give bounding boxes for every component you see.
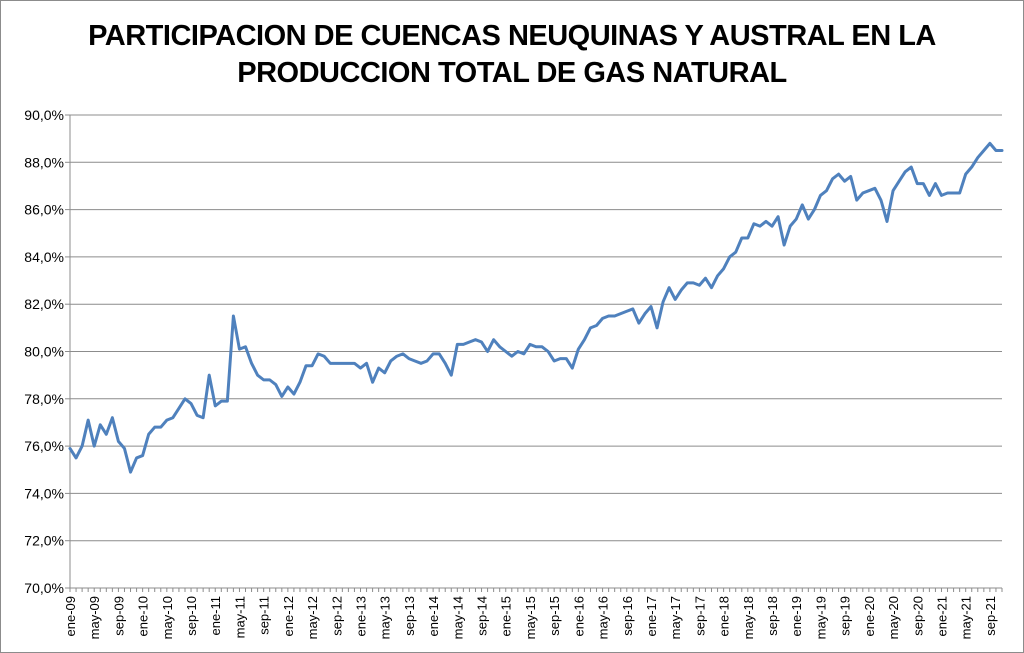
x-tick-label: may-16 bbox=[596, 596, 611, 639]
x-tick-label: sep-12 bbox=[329, 596, 344, 636]
y-tick-label: 82,0% bbox=[24, 296, 64, 312]
y-tick-label: 74,0% bbox=[24, 485, 64, 501]
series-group bbox=[68, 141, 1004, 474]
axes bbox=[65, 114, 1003, 592]
x-tick-label: sep-13 bbox=[402, 596, 417, 636]
x-tick-label: may-10 bbox=[160, 596, 175, 639]
x-tick-label: sep-15 bbox=[547, 596, 562, 636]
x-tick-label: ene-14 bbox=[426, 596, 441, 636]
chart-title-line-2: PRODUCCION TOTAL DE GAS NATURAL bbox=[237, 57, 787, 89]
chart-title-line-1: PARTICIPACION DE CUENCAS NEUQUINAS Y AUS… bbox=[88, 20, 936, 52]
x-tick-label: ene-15 bbox=[499, 596, 514, 636]
y-tick-label: 88,0% bbox=[24, 154, 64, 170]
y-tick-label: 70,0% bbox=[24, 580, 64, 596]
x-axis-tick-labels: ene-09 may-09 sep-09 ene-10 may-10 sep-10 ene-… bbox=[63, 596, 998, 639]
x-tick-label: sep-19 bbox=[838, 596, 853, 636]
x-tick-label: may-17 bbox=[668, 596, 683, 639]
x-tick-label: may-19 bbox=[813, 596, 828, 639]
x-tick-label: may-13 bbox=[378, 596, 393, 639]
x-tick-label: sep-17 bbox=[692, 596, 707, 636]
x-tick-label: ene-09 bbox=[63, 596, 78, 636]
x-tick-label: ene-11 bbox=[208, 596, 223, 636]
x-tick-label: ene-10 bbox=[136, 596, 151, 636]
x-tick-label: sep-20 bbox=[910, 596, 925, 636]
x-tick-label: may-15 bbox=[523, 596, 538, 639]
x-tick-label: ene-16 bbox=[571, 596, 586, 636]
x-tick-label: may-12 bbox=[305, 596, 320, 639]
x-tick-label: sep-11 bbox=[257, 596, 272, 635]
x-tick-label: sep-21 bbox=[983, 596, 998, 636]
x-tick-label: may-14 bbox=[450, 596, 465, 639]
x-tick-label: may-18 bbox=[741, 596, 756, 639]
y-axis-tick-labels: 70,0% 72,0% 74,0% 76,0% 78,0% 80,0% 82,0% 84,0%… bbox=[24, 107, 64, 596]
y-tick-label: 90,0% bbox=[24, 107, 64, 123]
y-tick-label: 86,0% bbox=[24, 202, 64, 218]
chart-title: PARTICIPACION DE CUENCAS NEUQUINAS Y AUS… bbox=[0, 18, 1024, 92]
x-tick-label: ene-17 bbox=[644, 596, 659, 636]
x-tick-label: may-20 bbox=[886, 596, 901, 639]
x-tick-label: may-11 bbox=[232, 596, 247, 638]
x-tick-label: may-09 bbox=[87, 596, 102, 639]
x-tick-label: ene-21 bbox=[934, 596, 949, 636]
x-tick-label: sep-14 bbox=[475, 596, 490, 636]
x-tick-label: sep-10 bbox=[184, 596, 199, 636]
y-tick-label: 76,0% bbox=[24, 438, 64, 454]
x-tick-label: ene-20 bbox=[862, 596, 877, 636]
x-tick-label: ene-12 bbox=[281, 596, 296, 636]
x-tick-label: sep-16 bbox=[620, 596, 635, 636]
x-tick-label: may-21 bbox=[959, 596, 974, 639]
y-tick-label: 78,0% bbox=[24, 391, 64, 407]
series-line bbox=[68, 141, 1004, 474]
x-tick-label: sep-18 bbox=[765, 596, 780, 636]
y-tick-label: 84,0% bbox=[24, 249, 64, 265]
x-tick-label: ene-13 bbox=[353, 596, 368, 636]
x-tick-label: ene-18 bbox=[717, 596, 732, 636]
y-tick-label: 80,0% bbox=[24, 344, 64, 360]
y-tick-label: 72,0% bbox=[24, 533, 64, 549]
x-tick-label: ene-19 bbox=[789, 596, 804, 636]
x-tick-label: sep-09 bbox=[111, 596, 126, 636]
gridlines bbox=[70, 114, 1002, 542]
